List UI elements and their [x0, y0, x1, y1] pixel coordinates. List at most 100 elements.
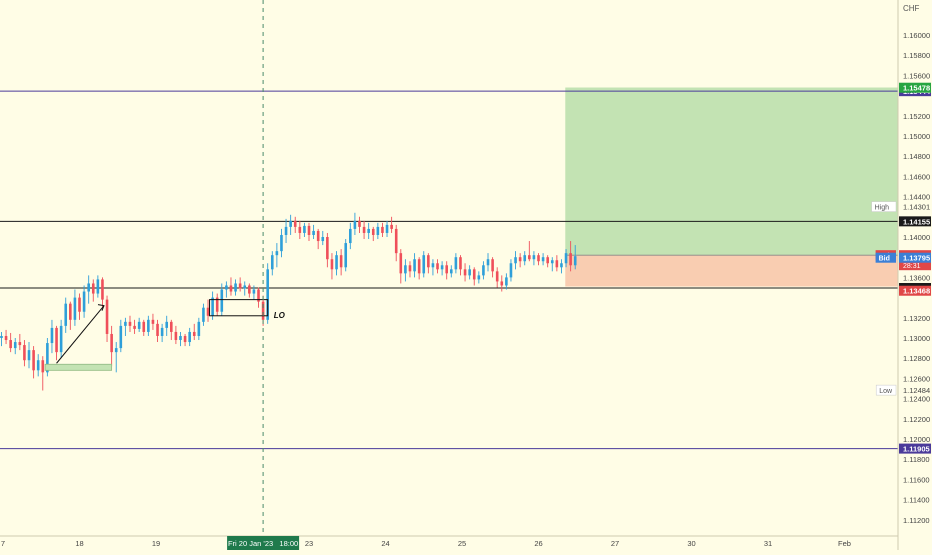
candle[interactable] [376, 222, 380, 240]
candle[interactable] [454, 253, 458, 274]
candle[interactable] [41, 356, 45, 391]
candle[interactable] [114, 342, 118, 373]
candle[interactable] [87, 275, 90, 304]
candle[interactable] [119, 319, 123, 353]
candle[interactable] [82, 285, 86, 318]
candle[interactable] [165, 315, 169, 336]
candle[interactable] [550, 257, 554, 272]
candle[interactable] [91, 279, 95, 302]
candle[interactable] [298, 220, 302, 240]
candle[interactable] [326, 232, 329, 268]
candle[interactable] [463, 263, 467, 282]
candle[interactable] [349, 222, 352, 250]
candle[interactable] [248, 283, 251, 298]
candle[interactable] [4, 329, 8, 345]
candle[interactable] [179, 331, 182, 347]
candle[interactable] [528, 241, 531, 262]
candle[interactable] [192, 323, 196, 341]
candle[interactable] [312, 224, 315, 240]
candle[interactable] [569, 241, 572, 272]
candle[interactable] [174, 325, 178, 345]
candle[interactable] [491, 257, 494, 278]
candle[interactable] [495, 267, 499, 288]
candle[interactable] [371, 226, 375, 242]
candle[interactable] [358, 216, 361, 233]
candle[interactable] [505, 273, 508, 290]
candle[interactable] [96, 275, 100, 298]
price-axis[interactable]: 1.16000 1.15800 1.15600 1.15200 1.15000 1.148… [903, 31, 930, 525]
candle[interactable] [440, 261, 444, 276]
candle[interactable] [137, 317, 141, 332]
candle[interactable] [523, 251, 527, 266]
loss-zone[interactable] [565, 255, 898, 287]
candle[interactable] [509, 259, 513, 282]
candle[interactable] [555, 255, 559, 272]
candle[interactable] [486, 253, 490, 272]
candle[interactable] [408, 261, 412, 278]
candle[interactable] [197, 317, 201, 341]
candle[interactable] [133, 319, 136, 334]
candle[interactable] [202, 303, 205, 326]
candle[interactable] [353, 212, 357, 235]
candle[interactable] [339, 249, 343, 276]
candle[interactable] [546, 255, 549, 268]
candle[interactable] [215, 293, 219, 316]
candle[interactable] [36, 354, 40, 377]
candle[interactable] [436, 259, 439, 274]
candle[interactable] [9, 332, 12, 353]
candle[interactable] [399, 249, 403, 284]
candle[interactable] [229, 277, 233, 296]
candle[interactable] [252, 285, 256, 300]
candle[interactable] [284, 218, 288, 244]
candle[interactable] [449, 265, 453, 278]
candle[interactable] [303, 222, 306, 237]
candle[interactable] [385, 220, 389, 237]
candle[interactable] [243, 281, 247, 296]
candle[interactable] [238, 277, 242, 292]
candle[interactable] [394, 224, 398, 262]
candle[interactable] [289, 214, 292, 235]
candle[interactable] [472, 267, 476, 286]
demand-zone-left[interactable] [44, 363, 113, 371]
candle[interactable] [431, 259, 435, 276]
candle[interactable] [560, 259, 563, 274]
candle[interactable] [55, 325, 58, 361]
candle[interactable] [335, 251, 338, 276]
candle[interactable] [367, 222, 370, 240]
candle[interactable] [211, 291, 214, 320]
candle[interactable] [482, 261, 485, 280]
candle[interactable] [275, 243, 279, 268]
candle[interactable] [459, 255, 462, 276]
candle[interactable] [69, 301, 72, 330]
candle[interactable] [188, 327, 191, 347]
candle[interactable] [330, 253, 334, 280]
candle[interactable] [101, 277, 104, 308]
candle[interactable] [64, 297, 68, 333]
candle[interactable] [564, 249, 568, 268]
candle[interactable] [142, 319, 146, 336]
candle[interactable] [500, 275, 504, 292]
candle[interactable] [316, 228, 320, 250]
candle[interactable] [445, 261, 448, 280]
candle[interactable] [105, 295, 109, 343]
consolidation-box[interactable] [209, 299, 269, 317]
candle[interactable] [110, 325, 113, 367]
candle[interactable] [18, 333, 22, 351]
candle[interactable] [13, 338, 17, 355]
candle[interactable] [381, 222, 384, 237]
candle[interactable] [0, 331, 3, 347]
candle[interactable] [151, 313, 155, 330]
candle[interactable] [156, 319, 159, 343]
candle[interactable] [514, 251, 517, 270]
candle[interactable] [518, 253, 522, 268]
candle[interactable] [270, 251, 274, 276]
candle[interactable] [404, 259, 407, 282]
candle[interactable] [477, 271, 481, 284]
candle[interactable] [422, 251, 426, 278]
candle[interactable] [573, 245, 577, 270]
candle[interactable] [128, 315, 132, 332]
candle[interactable] [537, 253, 540, 266]
candle[interactable] [390, 216, 393, 233]
candle[interactable] [280, 228, 283, 258]
